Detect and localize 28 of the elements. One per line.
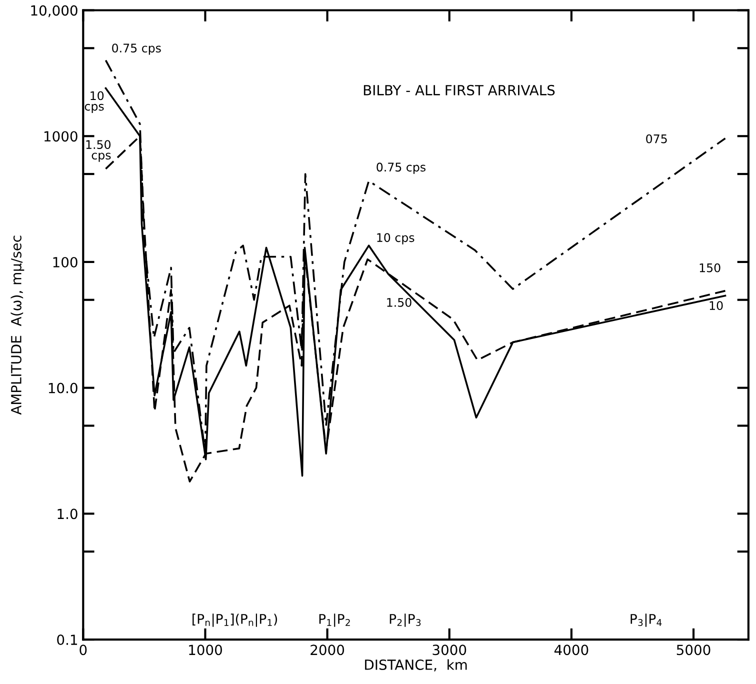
text: [P$_{n}$|P$_{1}$](P$_{n}$|P$_{1}$)	[192, 614, 278, 627]
annotation: 0.75 cps	[376, 162, 426, 174]
x-axis-title: DISTANCE, km	[365, 659, 467, 672]
annotation: 075	[646, 134, 667, 144]
series-label: 1.50 cps	[86, 140, 111, 162]
annotation: P$_{3}$|P$_{4}$	[630, 614, 662, 627]
x-tick-label: 1000	[189, 644, 222, 656]
x-tick-label: 0	[80, 644, 87, 656]
y-tick-label: 1.0	[58, 508, 78, 520]
annotation: 1.50	[387, 298, 412, 307]
annotation: 10	[710, 301, 723, 310]
x-tick-label: 4000	[554, 644, 588, 656]
series-label: 10 cps	[84, 91, 104, 113]
y-tick-label: 10.0	[48, 382, 78, 394]
y-tick-label: 0.1	[57, 634, 78, 646]
y-tick-label: 100	[53, 256, 78, 268]
annotation: P$_{1}$|P$_{2}$	[319, 614, 350, 627]
y-tick-label: 1000	[44, 131, 78, 142]
x-tick-label: 3000	[432, 644, 466, 656]
x-tick-label: 5000	[676, 644, 710, 656]
y-tick-label: 10,000	[31, 5, 78, 18]
text: BILBY - ALL FIRST ARRIVALS	[364, 84, 555, 96]
x-tick-label: 2000	[310, 644, 344, 656]
series-label: 0.75 cps	[112, 44, 161, 55]
annotation: 150	[700, 263, 720, 272]
annotation: 10 cps	[377, 233, 414, 244]
annotation: P$_{2}$|P$_{3}$	[390, 614, 421, 627]
y-axis-title: AMPLITUDE A(ω), mμ/sec	[10, 236, 24, 415]
